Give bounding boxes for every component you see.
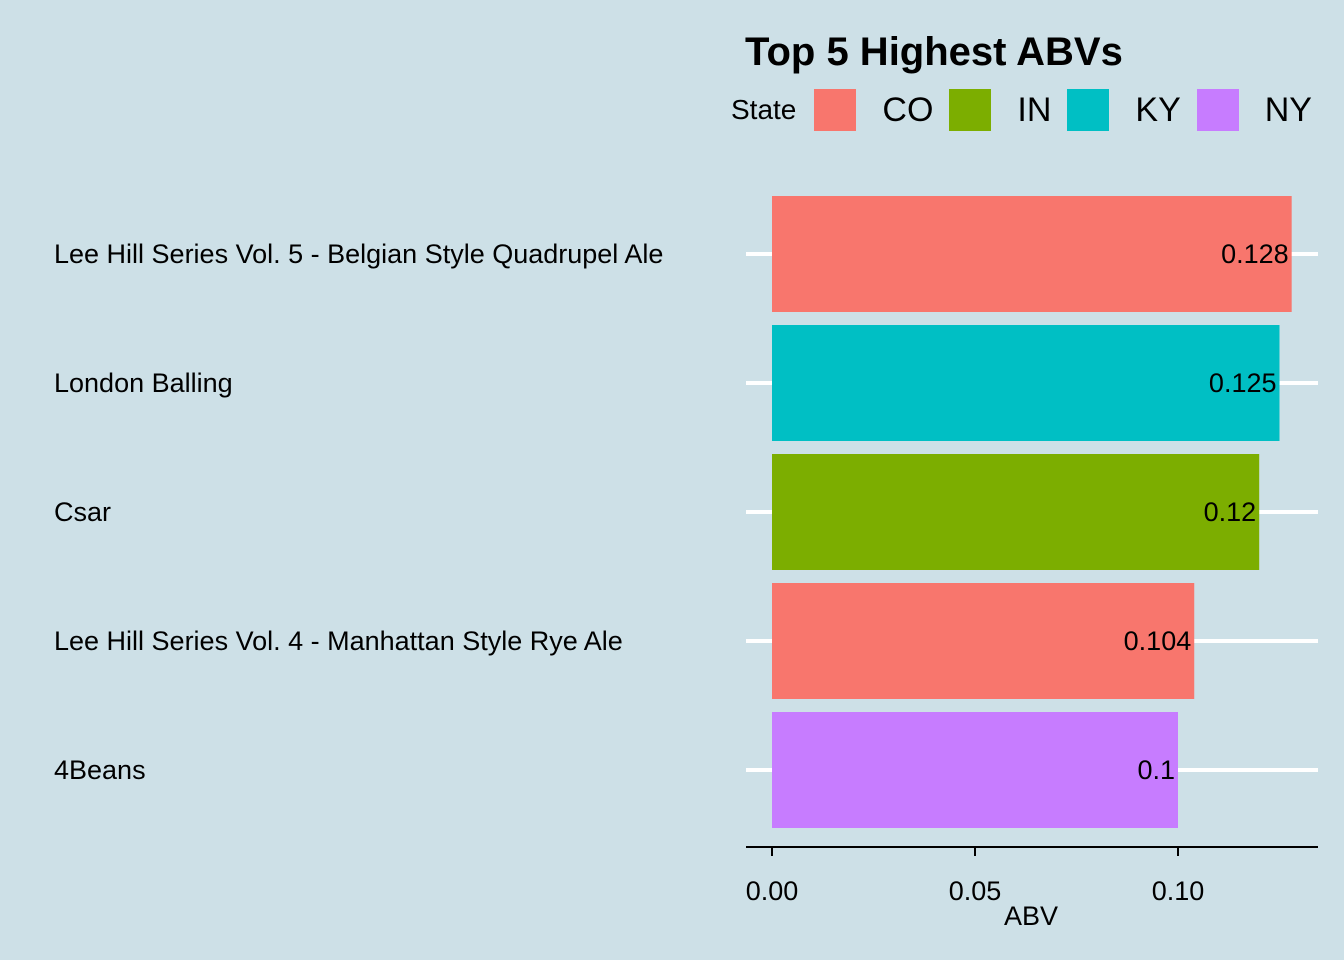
bar xyxy=(772,325,1280,441)
bar xyxy=(772,454,1260,570)
category-label: Lee Hill Series Vol. 4 - Manhattan Style… xyxy=(54,626,623,656)
bar-value-label: 0.125 xyxy=(1209,368,1277,398)
bar xyxy=(772,583,1195,699)
x-tick-label: 0.00 xyxy=(746,876,799,906)
legend-item-co: CO xyxy=(814,89,933,131)
legend-label-ny: NY xyxy=(1264,90,1312,129)
category-label: Lee Hill Series Vol. 5 - Belgian Style Q… xyxy=(54,239,663,269)
legend-label-ky: KY xyxy=(1135,90,1181,129)
category-label: London Balling xyxy=(54,368,233,398)
legend-key-in xyxy=(949,89,992,131)
bar-value-label: 0.128 xyxy=(1221,239,1289,269)
legend-key-ny xyxy=(1196,89,1239,131)
bar-value-label: 0.12 xyxy=(1204,497,1257,527)
x-axis-title: ABV xyxy=(1004,901,1058,931)
legend-item-ny: NY xyxy=(1196,89,1312,131)
legend: State CO IN KY NY xyxy=(731,89,1328,131)
x-tick-label: 0.05 xyxy=(949,876,1002,906)
bar-value-label: 0.1 xyxy=(1137,755,1175,785)
legend-key-co xyxy=(814,89,857,131)
legend-label-co: CO xyxy=(882,90,934,129)
chart-title: Top 5 Highest ABVs xyxy=(745,30,1123,74)
category-label: Csar xyxy=(54,497,111,527)
category-label: 4Beans xyxy=(54,755,146,785)
bar xyxy=(772,196,1292,312)
bar xyxy=(772,712,1178,828)
x-tick-label: 0.10 xyxy=(1152,876,1205,906)
legend-title: State xyxy=(731,94,797,125)
bar-value-label: 0.104 xyxy=(1124,626,1192,656)
legend-label-in: IN xyxy=(1017,90,1052,129)
legend-item-in: IN xyxy=(949,89,1051,131)
legend-key-ky xyxy=(1067,89,1110,131)
legend-item-ky: KY xyxy=(1067,89,1181,131)
